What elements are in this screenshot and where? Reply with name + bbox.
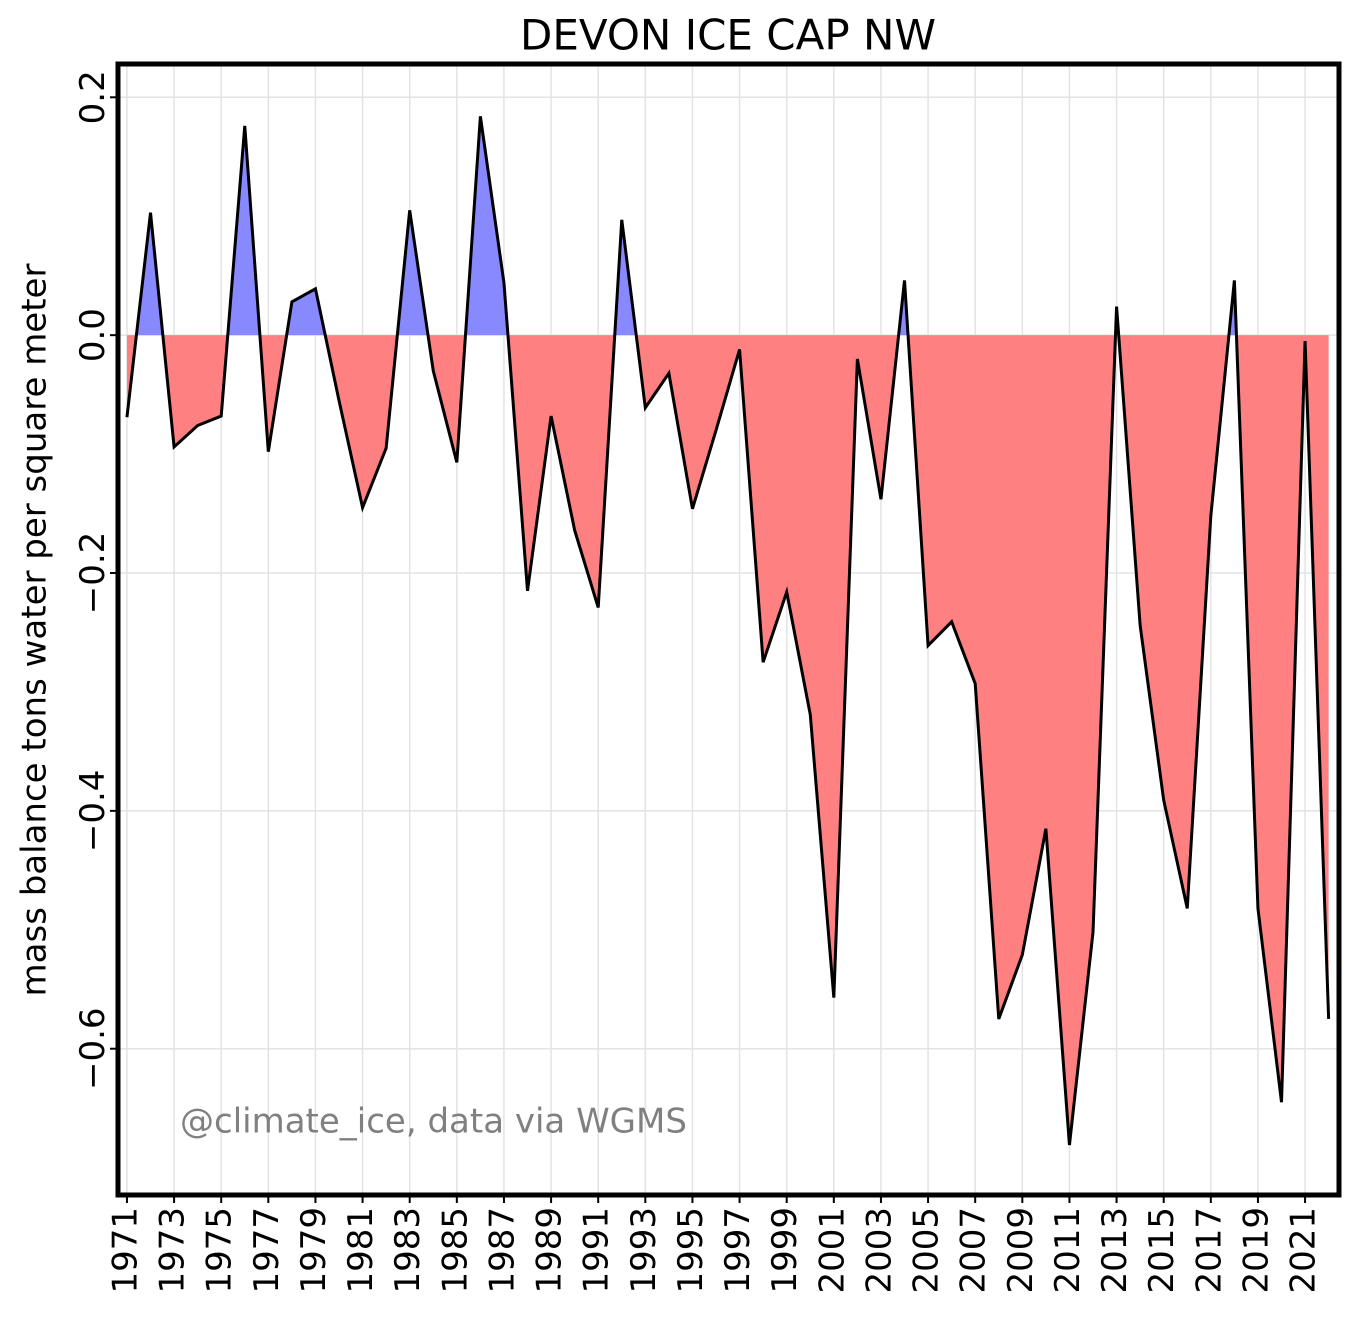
x-tick-label: 1995 bbox=[671, 1207, 711, 1294]
x-tick-label: 2013 bbox=[1095, 1207, 1135, 1294]
chart-title: DEVON ICE CAP NW bbox=[520, 11, 936, 60]
x-tick-label: 1971 bbox=[105, 1207, 145, 1294]
x-tick-label: 2015 bbox=[1142, 1207, 1182, 1294]
x-tick-label: 2003 bbox=[859, 1207, 899, 1294]
x-tick-label: 2021 bbox=[1284, 1207, 1324, 1294]
x-tick-label: 1997 bbox=[718, 1207, 758, 1294]
x-tick-label: 1987 bbox=[482, 1207, 522, 1294]
y-tick-label: 0.0 bbox=[73, 308, 113, 362]
y-tick-label: 0.2 bbox=[73, 70, 113, 124]
line bbox=[125, 116, 1331, 1146]
x-tick-label: 1977 bbox=[247, 1207, 287, 1294]
x-tick-label: 2011 bbox=[1048, 1207, 1088, 1294]
annotation: @climate_ice, data via WGMS bbox=[180, 1102, 687, 1142]
x-tick-label: 2001 bbox=[812, 1207, 852, 1294]
y-tick-label: −0.4 bbox=[73, 770, 113, 853]
x-tick-label: 2007 bbox=[954, 1207, 994, 1294]
y-tick-label: −0.2 bbox=[73, 532, 113, 615]
x-tick-label: 1993 bbox=[624, 1207, 664, 1294]
y-tick-label: −0.6 bbox=[73, 1007, 113, 1090]
x-tick-label: 1985 bbox=[435, 1207, 475, 1294]
x-tick-label: 1981 bbox=[341, 1207, 381, 1294]
x-tick-label: 1979 bbox=[294, 1207, 334, 1294]
y-axis-label: mass balance tons water per square meter bbox=[15, 264, 55, 997]
plot-frame bbox=[115, 61, 1342, 1198]
x-tick-label: 1975 bbox=[200, 1207, 240, 1294]
positive-area bbox=[136, 116, 1237, 336]
negative-area bbox=[126, 335, 1329, 1146]
x-tick-label: 2005 bbox=[907, 1207, 947, 1294]
x-tick-label: 2019 bbox=[1236, 1207, 1276, 1294]
x-tick-label: 2009 bbox=[1001, 1207, 1041, 1294]
x-tick-label: 2017 bbox=[1189, 1207, 1229, 1294]
x-tick-label: 1989 bbox=[530, 1207, 570, 1294]
x-tick-label: 1983 bbox=[388, 1207, 428, 1294]
x-tick-label: 1991 bbox=[577, 1207, 617, 1294]
x-tick-label: 1999 bbox=[765, 1207, 805, 1294]
x-tick-label: 1973 bbox=[153, 1207, 193, 1294]
